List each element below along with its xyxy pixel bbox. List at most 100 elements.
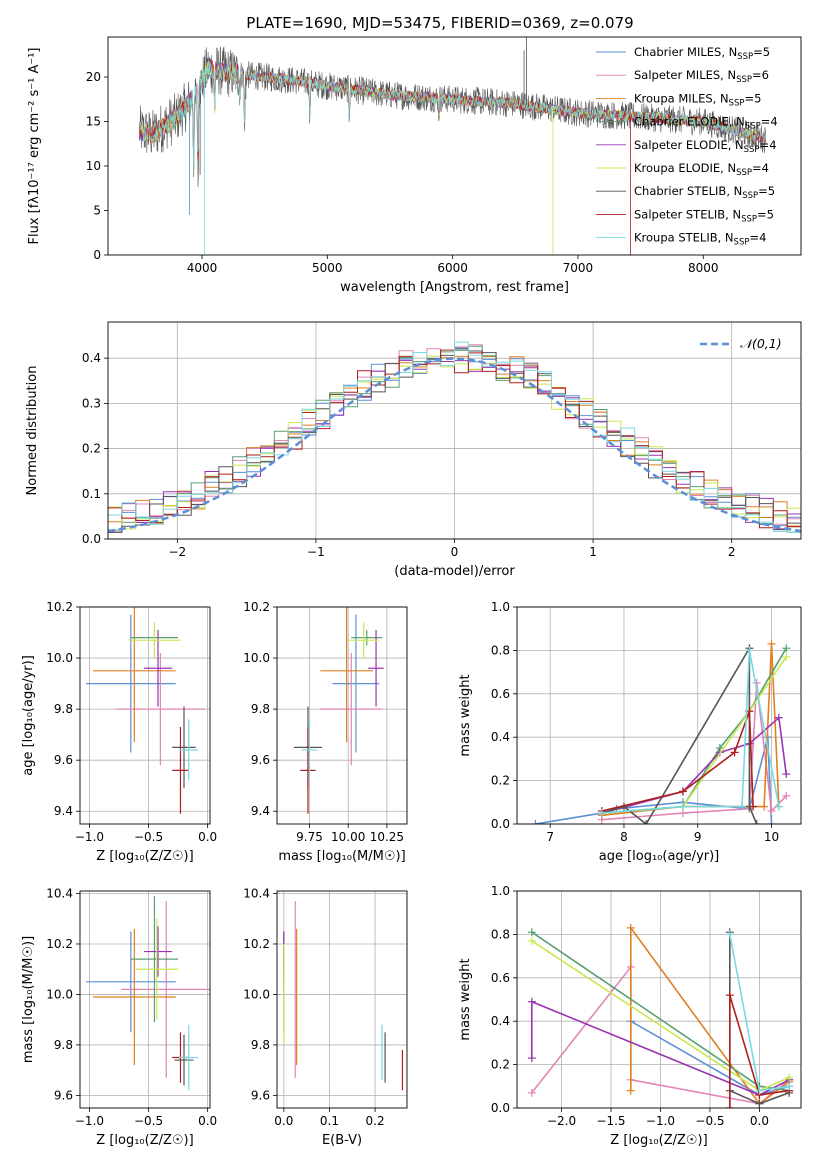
x-tick-label: 8000 <box>688 261 719 275</box>
y-tick-label: 15 <box>86 115 101 129</box>
weight-vs-metallicity-panel: −2.0 −1.5 −1.0 −0.5 0.0 0.0 0.2 0.4 0.6 0.8 1.0 Z [… <box>458 884 802 1148</box>
x-tick-label: 7 <box>546 830 554 844</box>
weight-marker <box>745 646 754 655</box>
y-tick-label: 10.4 <box>243 887 270 901</box>
weight-marker <box>749 802 758 811</box>
figure-title: PLATE=1690, MJD=53475, FIBERID=0369, z=0… <box>246 14 633 32</box>
y-axis-label: mass weight <box>458 958 473 1040</box>
histogram-series <box>108 341 801 533</box>
weight-line <box>729 994 790 1108</box>
errorbar-point <box>172 706 196 789</box>
weight-line <box>601 682 787 821</box>
x-tick-label: 0.0 <box>198 830 217 844</box>
x-tick-label: 0.1 <box>320 1114 339 1128</box>
errorbar-point <box>115 652 206 766</box>
y-tick-label: 9.8 <box>251 702 270 716</box>
y-tick-label: 9.6 <box>251 1088 270 1102</box>
weight-marker <box>730 748 739 757</box>
y-tick-label: 10.0 <box>243 651 270 665</box>
legend-entry: Salpeter MILES, NSSP=6 <box>634 68 769 85</box>
x-tick-label: 10 <box>764 830 779 844</box>
legend-entry: 𝒩(0,1) <box>740 336 782 351</box>
x-tick-label: 8 <box>620 830 628 844</box>
legend-entry: Chabrier ELODIE, NSSP=4 <box>634 115 778 132</box>
errorbar-point <box>93 928 176 1066</box>
x-tick-label: −1.0 <box>75 1114 104 1128</box>
plot-frame <box>79 606 211 825</box>
weight-marker <box>785 1073 794 1082</box>
y-tick-label: 0.2 <box>491 774 510 788</box>
weight-line <box>531 1000 790 1096</box>
residuals-panel: −2 −1 0 1 2 0.0 0.1 0.2 0.3 0.4 (data-model)/error… <box>25 321 802 579</box>
y-tick-label: 10.4 <box>46 887 73 901</box>
x-tick-label: −0.5 <box>134 830 163 844</box>
weight-marker <box>755 1086 764 1095</box>
spectrum-panel: 4000 5000 6000 7000 8000 0 5 10 15 20 wavelength [… <box>27 36 802 295</box>
plot-marks <box>85 607 206 814</box>
y-tick-label: 0.0 <box>491 817 510 831</box>
y-tick-label: 10.0 <box>46 987 73 1001</box>
y-tick-label: 0.0 <box>82 532 101 546</box>
x-axis-label: (data-model)/error <box>394 564 515 579</box>
x-tick-label: 9 <box>694 830 702 844</box>
y-axis-label: mass weight <box>458 674 473 756</box>
x-tick-label: −1.5 <box>596 1114 625 1128</box>
y-tick-label: 10.2 <box>46 937 73 951</box>
plot-area <box>517 891 801 1108</box>
y-tick-label: 10 <box>86 159 101 173</box>
weight-vs-age-panel: 7 8 9 10 0.0 0.2 0.4 0.6 0.8 1.0 age [log₁₀(age/yr… <box>458 600 802 864</box>
plot-marks <box>531 639 791 824</box>
y-tick-label: 10.0 <box>46 651 73 665</box>
weight-marker <box>725 930 734 939</box>
errorbar-point <box>93 607 176 743</box>
y-tick-label: 0.4 <box>491 730 510 744</box>
weight-marker <box>527 936 536 945</box>
errorbar-point <box>300 726 316 814</box>
errorbar-point <box>130 896 179 1023</box>
x-tick-label: −2.0 <box>547 1114 576 1128</box>
y-tick-label: 9.6 <box>251 753 270 767</box>
y-axis-label: mass [log₁₀(M/M☉)] <box>21 936 36 1063</box>
weight-marker <box>737 802 746 811</box>
x-axis-label: Z [log₁₀(Z/Z☉)] <box>96 849 193 864</box>
legend-entry: Chabrier STELIB, NSSP=5 <box>634 184 775 201</box>
weight-series <box>725 930 794 1095</box>
y-tick-label: 9.6 <box>54 1088 73 1102</box>
plot-area <box>80 891 210 1108</box>
y-tick-label: 0.0 <box>491 1101 510 1115</box>
x-tick-label: 0 <box>451 545 459 559</box>
y-tick-label: 0.8 <box>491 643 510 657</box>
y-tick-label: 0.8 <box>491 927 510 941</box>
weight-marker <box>678 787 687 796</box>
plot-marks <box>527 923 794 1108</box>
x-axis-label: mass [log₁₀(M/M☉)] <box>278 849 405 864</box>
weight-marker <box>782 770 791 779</box>
x-tick-label: −1 <box>307 545 325 559</box>
y-tick-label: 0.4 <box>82 351 101 365</box>
legend-entry: Chabrier MILES, NSSP=5 <box>634 45 770 62</box>
y-tick-label: 9.8 <box>54 1038 73 1052</box>
weight-marker <box>774 713 783 722</box>
x-tick-label: 1 <box>589 545 597 559</box>
plot-area <box>517 607 801 824</box>
y-tick-label: 0.1 <box>82 487 101 501</box>
weight-marker <box>725 1104 734 1108</box>
legend-entry: Salpeter STELIB, NSSP=5 <box>634 207 774 224</box>
weight-marker <box>782 791 791 800</box>
plot-frame <box>516 890 802 1109</box>
weight-marker <box>678 802 687 811</box>
x-tick-label: 0.0 <box>198 1114 217 1128</box>
x-tick-label: 10.25 <box>370 830 404 844</box>
x-tick-label: 0.0 <box>750 1114 769 1128</box>
errorbar-point <box>121 901 210 1078</box>
spectrum-line <box>139 60 767 171</box>
y-tick-label: 0.3 <box>82 396 101 410</box>
weight-series <box>597 646 783 818</box>
legend-entry: Kroupa ELODIE, NSSP=4 <box>634 161 769 178</box>
weight-marker <box>527 928 536 937</box>
y-tick-label: 5 <box>93 204 101 218</box>
plot-marks <box>139 37 767 255</box>
y-tick-label: 10.0 <box>243 987 270 1001</box>
y-tick-label: 1.0 <box>491 600 510 614</box>
